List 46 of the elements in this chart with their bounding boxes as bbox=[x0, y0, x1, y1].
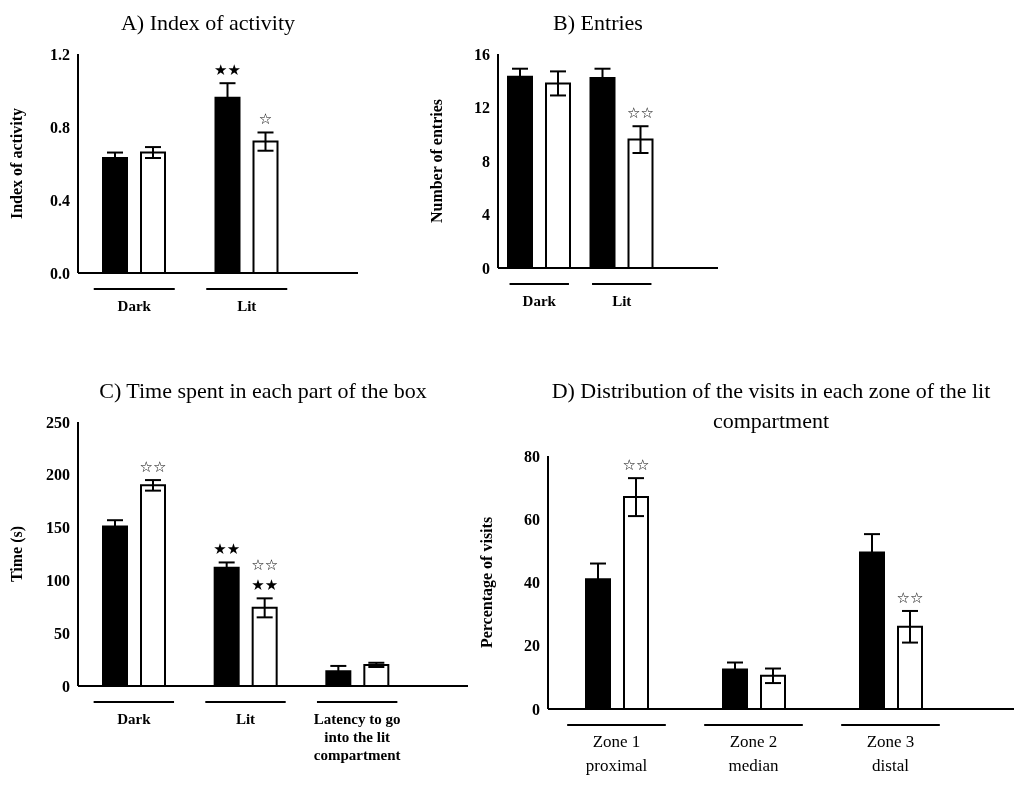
x-tick-label: Lit bbox=[237, 298, 257, 314]
data-label: ☆☆ bbox=[139, 458, 167, 477]
y-tick-label: 0.4 bbox=[50, 191, 70, 209]
y-tick-label: 16 bbox=[474, 45, 490, 63]
data-label: ★★ bbox=[214, 61, 241, 80]
chart-title: B) Entries bbox=[552, 9, 644, 37]
y-tick-label: 200 bbox=[46, 466, 70, 484]
data-label: ☆☆ bbox=[627, 104, 654, 123]
y-tick-label: 0.0 bbox=[50, 264, 70, 282]
y-tick-label: 0 bbox=[532, 700, 540, 718]
data-label: ☆☆ bbox=[896, 588, 924, 607]
y-tick-label: 0 bbox=[62, 677, 70, 695]
chart-title: A) Index of activity bbox=[119, 9, 297, 37]
y-tick-label: 4 bbox=[482, 206, 490, 224]
data-label: ☆☆ ★★ bbox=[251, 556, 279, 595]
data-label: ☆ bbox=[258, 110, 273, 129]
y-tick-label: 250 bbox=[46, 413, 70, 431]
y-tick-label: 40 bbox=[524, 574, 540, 592]
y-axis-title: Percentage of visits bbox=[477, 516, 496, 649]
chart-title: C) Time spent in each part of the box bbox=[98, 377, 428, 405]
y-tick-label: 0 bbox=[482, 259, 490, 277]
y-tick-label: 100 bbox=[46, 572, 70, 590]
x-tick-label: Zone 3 distal bbox=[866, 732, 915, 775]
chart-title: D) Distribution of the visits in each zone of the lit compartment bbox=[550, 377, 992, 435]
y-axis-title: Time (s) bbox=[7, 525, 26, 583]
y-tick-label: 20 bbox=[524, 637, 540, 655]
y-tick-label: 8 bbox=[482, 152, 490, 170]
y-axis-title: Index of activity bbox=[7, 107, 26, 220]
y-tick-label: 12 bbox=[474, 99, 490, 117]
y-tick-label: 50 bbox=[54, 624, 70, 642]
x-tick-label: Dark bbox=[117, 298, 152, 314]
x-tick-label: Zone 2 median bbox=[728, 732, 780, 775]
x-tick-label: Dark bbox=[522, 293, 557, 309]
data-label: ★★ bbox=[213, 540, 241, 559]
x-tick-label: Dark bbox=[117, 711, 152, 727]
y-tick-label: 60 bbox=[524, 510, 540, 528]
x-tick-label: Lit bbox=[612, 293, 632, 309]
x-tick-label: Latency to go into the lit compartment bbox=[313, 711, 401, 763]
y-tick-label: 1.2 bbox=[50, 45, 70, 63]
x-tick-label: Lit bbox=[235, 711, 256, 727]
y-tick-label: 0.8 bbox=[50, 118, 70, 136]
y-tick-label: 150 bbox=[46, 519, 70, 537]
data-label: ☆☆ bbox=[622, 456, 650, 475]
y-axis-title: Number of entries bbox=[427, 98, 445, 224]
x-tick-label: Zone 1 proximal bbox=[585, 732, 648, 775]
y-tick-label: 80 bbox=[524, 447, 540, 465]
